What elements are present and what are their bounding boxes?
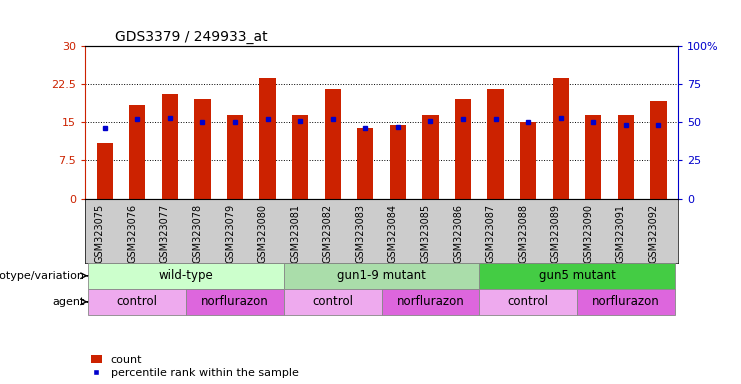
Legend: count, percentile rank within the sample: count, percentile rank within the sample [90, 355, 299, 379]
Bar [88, 289, 186, 315]
Text: GSM323087: GSM323087 [485, 204, 496, 263]
Bar [194, 99, 210, 199]
Text: GSM323082: GSM323082 [323, 204, 333, 263]
Text: gun5 mutant: gun5 mutant [539, 269, 616, 282]
Text: GSM323078: GSM323078 [193, 204, 202, 263]
Text: genotype/variation: genotype/variation [0, 271, 84, 281]
Text: GSM323079: GSM323079 [225, 204, 235, 263]
Text: control: control [312, 295, 353, 308]
Text: norflurazon: norflurazon [592, 295, 659, 308]
Bar [162, 94, 178, 199]
Bar [292, 115, 308, 199]
Text: GSM323088: GSM323088 [518, 204, 528, 263]
Text: GSM323090: GSM323090 [583, 204, 594, 263]
Bar [479, 263, 675, 289]
Text: GSM323092: GSM323092 [648, 204, 659, 263]
Bar [479, 289, 577, 315]
Bar [186, 289, 284, 315]
Text: GSM323083: GSM323083 [356, 204, 365, 263]
Bar [422, 115, 439, 199]
Text: wild-type: wild-type [159, 269, 213, 282]
Bar [382, 289, 479, 315]
Text: norflurazon: norflurazon [201, 295, 269, 308]
Bar [618, 115, 634, 199]
Bar [88, 263, 284, 289]
Text: GSM323077: GSM323077 [160, 204, 170, 263]
Bar [357, 128, 373, 199]
Bar [96, 142, 113, 199]
Text: gun1-9 mutant: gun1-9 mutant [337, 269, 426, 282]
Text: GSM323084: GSM323084 [388, 204, 398, 263]
Text: GSM323089: GSM323089 [551, 204, 561, 263]
Text: GSM323076: GSM323076 [127, 204, 137, 263]
Text: GSM323080: GSM323080 [258, 204, 268, 263]
Bar [520, 122, 536, 199]
Bar [455, 99, 471, 199]
Text: GDS3379 / 249933_at: GDS3379 / 249933_at [115, 30, 268, 44]
Bar [651, 101, 667, 199]
Bar [259, 78, 276, 199]
Bar [325, 89, 341, 199]
Text: GSM323091: GSM323091 [616, 204, 626, 263]
Bar [284, 289, 382, 315]
Text: GSM323081: GSM323081 [290, 204, 300, 263]
Text: agent: agent [52, 297, 84, 307]
Bar [577, 289, 675, 315]
Text: control: control [508, 295, 548, 308]
Bar [129, 104, 145, 199]
Bar [390, 125, 406, 199]
Bar [488, 89, 504, 199]
Bar [227, 115, 243, 199]
Text: norflurazon: norflurazon [396, 295, 465, 308]
Text: GSM323085: GSM323085 [420, 204, 431, 263]
Bar [284, 263, 479, 289]
Text: GSM323086: GSM323086 [453, 204, 463, 263]
Bar [553, 78, 569, 199]
Text: control: control [117, 295, 158, 308]
Bar [585, 115, 602, 199]
Text: GSM323075: GSM323075 [95, 204, 104, 263]
